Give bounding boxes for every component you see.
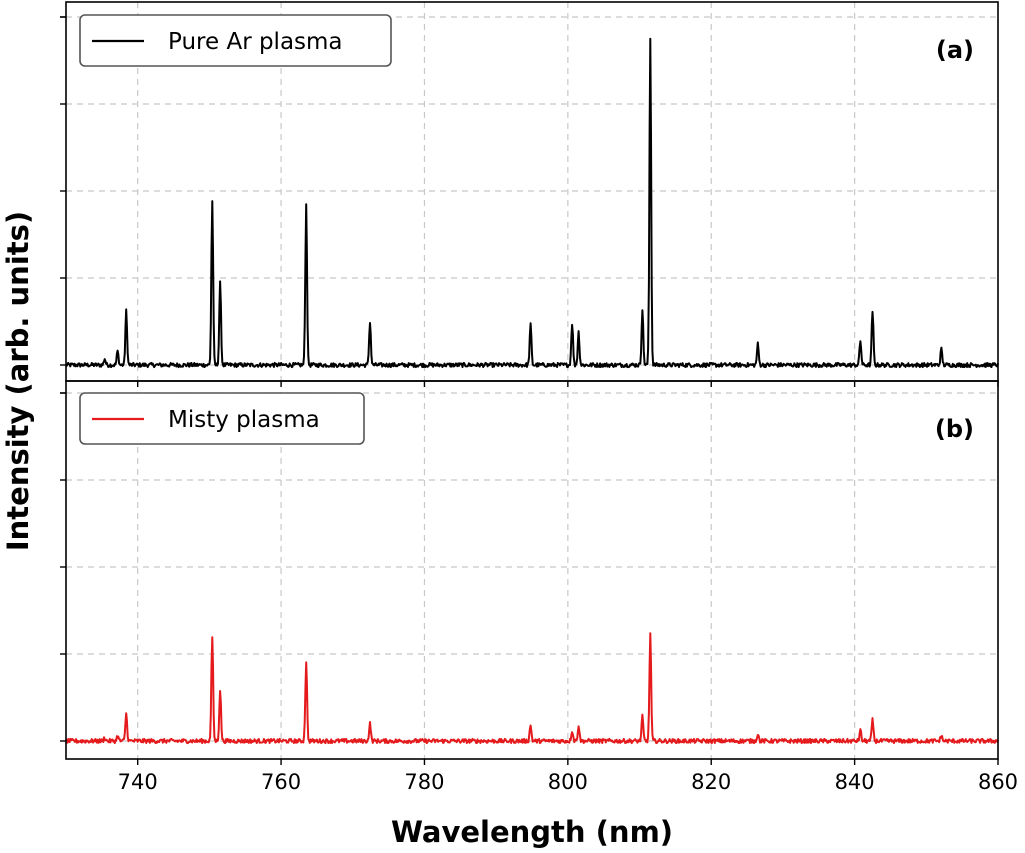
x-tick-label: 820	[691, 770, 731, 794]
legend-label-a: Pure Ar plasma	[168, 29, 343, 55]
legend-label-b: Misty plasma	[168, 407, 320, 433]
y-axis-label: Intensity (arb. units)	[1, 211, 35, 551]
y-ticks-b	[60, 392, 66, 742]
legend-box-b	[79, 392, 365, 445]
x-tick-label: 860	[978, 770, 1018, 794]
x-axis-label: Wavelength (nm)	[391, 815, 673, 849]
panel-b: (b) Misty plasma	[60, 380, 999, 760]
y-ticks-a	[60, 16, 66, 366]
panel-label-b: (b)	[935, 415, 974, 443]
legend-b: Misty plasma	[79, 392, 365, 445]
panel-label-a: (a)	[936, 36, 974, 64]
series-line-pure-ar-plasma	[65, 37, 999, 369]
x-tick-label: 740	[118, 770, 158, 794]
x-tick-label: 800	[548, 770, 588, 794]
x-ticks: 740 760 780 800 820 840 860	[118, 381, 1018, 794]
panel-a: (a) Pure Ar plasma	[60, 1, 999, 382]
x-tick-label: 780	[404, 770, 444, 794]
x-tick-label: 760	[261, 770, 301, 794]
legend-a: Pure Ar plasma	[79, 14, 392, 67]
grid-a	[66, 2, 998, 381]
legend-box-a	[79, 14, 392, 67]
x-tick-label: 840	[835, 770, 875, 794]
panel-b-frame	[65, 380, 999, 760]
series-line-misty-plasma	[65, 632, 999, 745]
